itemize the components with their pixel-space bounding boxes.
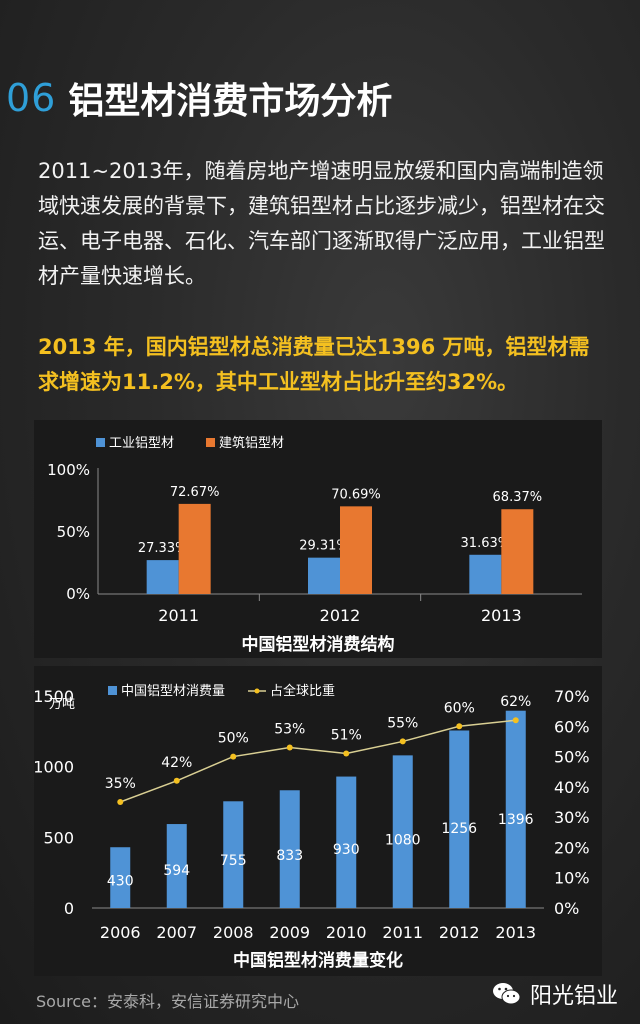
y2-tick-label: 40% <box>554 778 590 797</box>
bar-value-label: 755 <box>220 853 247 869</box>
x-tick-label: 2010 <box>326 923 367 942</box>
y-tick-label: 0% <box>66 585 90 603</box>
x-tick-label: 2012 <box>439 923 480 942</box>
legend-swatch-1 <box>206 438 215 447</box>
legend-label-0: 工业铝型材 <box>109 436 174 451</box>
bar-value-label: 1256 <box>441 821 477 837</box>
bar-value-label: 1080 <box>385 832 421 848</box>
share-label: 53% <box>274 721 305 737</box>
volume-bar <box>336 776 357 908</box>
volume-chart-panel: 中国铝型材消费量 占全球比重 0 500 1000 1500 0% 10% 20% 30% 40%… <box>34 666 602 976</box>
share-label: 35% <box>105 776 136 792</box>
section-number: 06 <box>6 76 57 120</box>
y2-tick-label: 50% <box>554 748 590 767</box>
volume-bar <box>223 801 244 908</box>
construction-bar <box>501 509 534 594</box>
y-tick-label: 1000 <box>34 758 74 777</box>
share-line <box>119 719 516 803</box>
y-tick-label: 100% <box>47 461 90 479</box>
construction-bar <box>178 503 211 594</box>
volume-chart-title: 中国铝型材消费量变化 <box>233 950 403 971</box>
x-tick-label: 2012 <box>320 606 361 625</box>
data-label: 27.33% <box>138 541 188 556</box>
structure-chart-panel: 工业铝型材 建筑铝型材 0% 50% 100% 2011 2012 2013 27.33% 7… <box>34 420 602 658</box>
share-label: 51% <box>331 728 362 744</box>
bar-value-label: 430 <box>107 874 134 890</box>
y2-tick-label: 20% <box>554 838 590 857</box>
x-tick-label: 2011 <box>158 606 199 625</box>
legend-label-1: 建筑铝型材 <box>219 435 284 451</box>
data-label: 31.63% <box>461 536 511 551</box>
legend-label-bar: 中国铝型材消费量 <box>121 684 225 699</box>
legend-swatch-0 <box>96 438 105 447</box>
share-point <box>456 723 463 730</box>
volume-y-unit-label: 万吨 <box>49 697 75 712</box>
share-point <box>286 744 293 751</box>
x-tick-label: 2007 <box>156 923 197 942</box>
industrial-bar <box>146 560 179 594</box>
bar-value-label: 594 <box>163 863 190 879</box>
share-label: 60% <box>444 700 475 716</box>
y-tick-label: 0 <box>64 899 74 918</box>
y2-tick-label: 0% <box>554 899 579 918</box>
share-label: 62% <box>500 694 531 710</box>
construction-bar <box>340 506 372 594</box>
page-title: 铝型材消费市场分析 <box>68 81 393 122</box>
volume-bar <box>110 847 131 908</box>
volume-chart: 中国铝型材消费量 占全球比重 0 500 1000 1500 0% 10% 20% 30% 40%… <box>34 683 590 971</box>
structure-chart-title: 中国铝型材消费结构 <box>242 634 395 655</box>
structure-chart: 工业铝型材 建筑铝型材 0% 50% 100% 2011 2012 2013 27.33% 7… <box>47 435 582 655</box>
volume-bar <box>449 730 470 908</box>
share-label: 55% <box>387 715 418 731</box>
data-label: 68.37% <box>493 490 543 505</box>
source-note: Source：安泰科，安信证券研究中心 <box>36 992 299 1011</box>
intro-paragraph: 2011~2013年，随着房地产增速明显放缓和国内高端制造领域快速发展的背景下，… <box>38 159 605 288</box>
x-tick-label: 2013 <box>481 606 522 625</box>
x-tick-label: 2013 <box>495 923 536 942</box>
share-point <box>512 717 519 724</box>
data-label: 70.69% <box>331 487 381 502</box>
share-label: 50% <box>218 731 249 747</box>
legend-label-line: 占全球比重 <box>270 683 335 699</box>
industrial-bar <box>469 554 502 594</box>
highlight-paragraph: 2013 年，国内铝型材总消费量已达1396 万吨，铝型材需求增速为11.2%，… <box>38 335 590 394</box>
brand-name: 阳光铝业 <box>529 984 618 1009</box>
volume-bar <box>505 710 526 908</box>
x-tick-label: 2009 <box>269 923 310 942</box>
legend-marker <box>254 688 260 694</box>
volume-bar <box>392 755 413 908</box>
x-tick-label: 2008 <box>213 923 254 942</box>
data-label: 29.31% <box>299 539 349 554</box>
y-tick-label: 500 <box>43 828 74 847</box>
bar-value-label: 833 <box>276 848 303 864</box>
data-label: 72.67% <box>170 485 220 500</box>
share-point <box>230 753 237 760</box>
share-point <box>173 777 180 784</box>
y2-tick-label: 60% <box>554 717 590 736</box>
y2-tick-label: 30% <box>554 808 590 827</box>
share-label: 42% <box>161 755 192 771</box>
y2-tick-label: 10% <box>554 869 590 888</box>
wechat-icon <box>492 983 521 1005</box>
bar-value-label: 1396 <box>498 812 534 828</box>
x-tick-label: 2011 <box>382 923 423 942</box>
industrial-bar <box>308 557 340 594</box>
legend-swatch-bar <box>108 686 117 695</box>
section-header: 06 铝型材消费市场分析 <box>6 68 392 128</box>
x-tick-label: 2006 <box>100 923 141 942</box>
y-tick-label: 50% <box>57 523 90 541</box>
brand-badge: 阳光铝业 <box>492 978 618 1010</box>
volume-bar <box>166 824 187 908</box>
y-tick-label: 1500 <box>34 687 74 706</box>
y2-tick-label: 70% <box>554 687 590 706</box>
bar-value-label: 930 <box>333 842 360 858</box>
volume-bar <box>279 790 300 908</box>
share-point <box>343 750 350 757</box>
share-point <box>117 799 124 805</box>
share-point <box>399 738 406 745</box>
